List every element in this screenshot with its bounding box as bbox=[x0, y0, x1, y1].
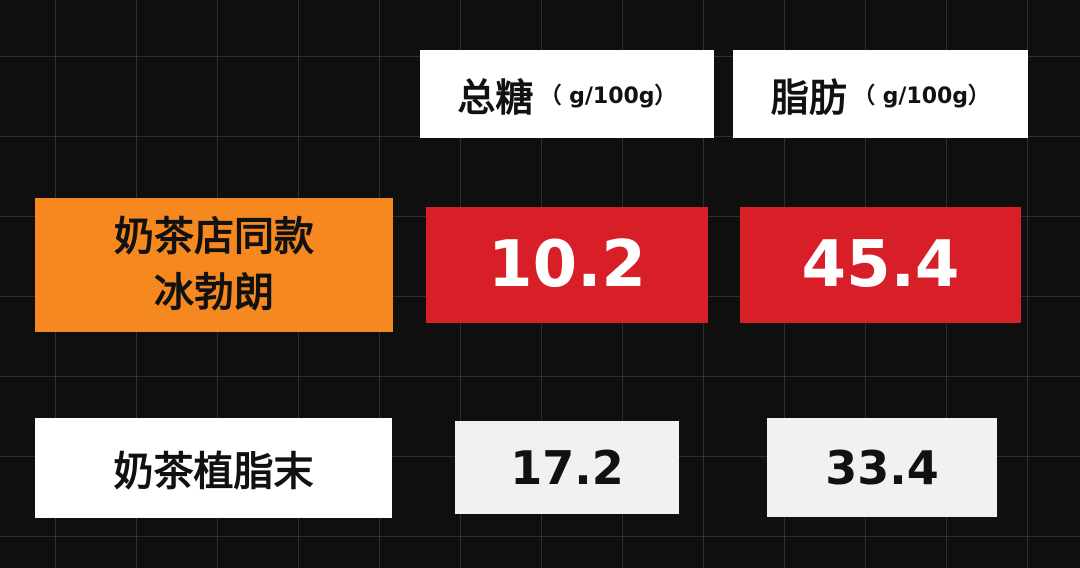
column-header-sugar: 总糖 （ g/100g） bbox=[420, 50, 714, 138]
row-label-highlight: 奶茶店同款 冰勃朗 bbox=[35, 198, 393, 332]
row-label: 奶茶植脂末 bbox=[35, 418, 392, 518]
cell-value: 45.4 bbox=[740, 207, 1021, 323]
column-header-name: 总糖 bbox=[457, 75, 534, 120]
cell-value: 33.4 bbox=[767, 418, 997, 517]
column-header-unit: （ g/100g） bbox=[852, 84, 991, 109]
column-header-fat: 脂肪 （ g/100g） bbox=[733, 50, 1028, 138]
column-header-unit: （ g/100g） bbox=[539, 84, 677, 109]
column-header-name: 脂肪 bbox=[770, 75, 847, 120]
cell-value: 17.2 bbox=[455, 421, 679, 514]
row-label-line: 冰勃朗 bbox=[154, 270, 274, 316]
row-label-line: 奶茶店同款 bbox=[114, 214, 314, 260]
cell-value: 10.2 bbox=[426, 207, 708, 323]
